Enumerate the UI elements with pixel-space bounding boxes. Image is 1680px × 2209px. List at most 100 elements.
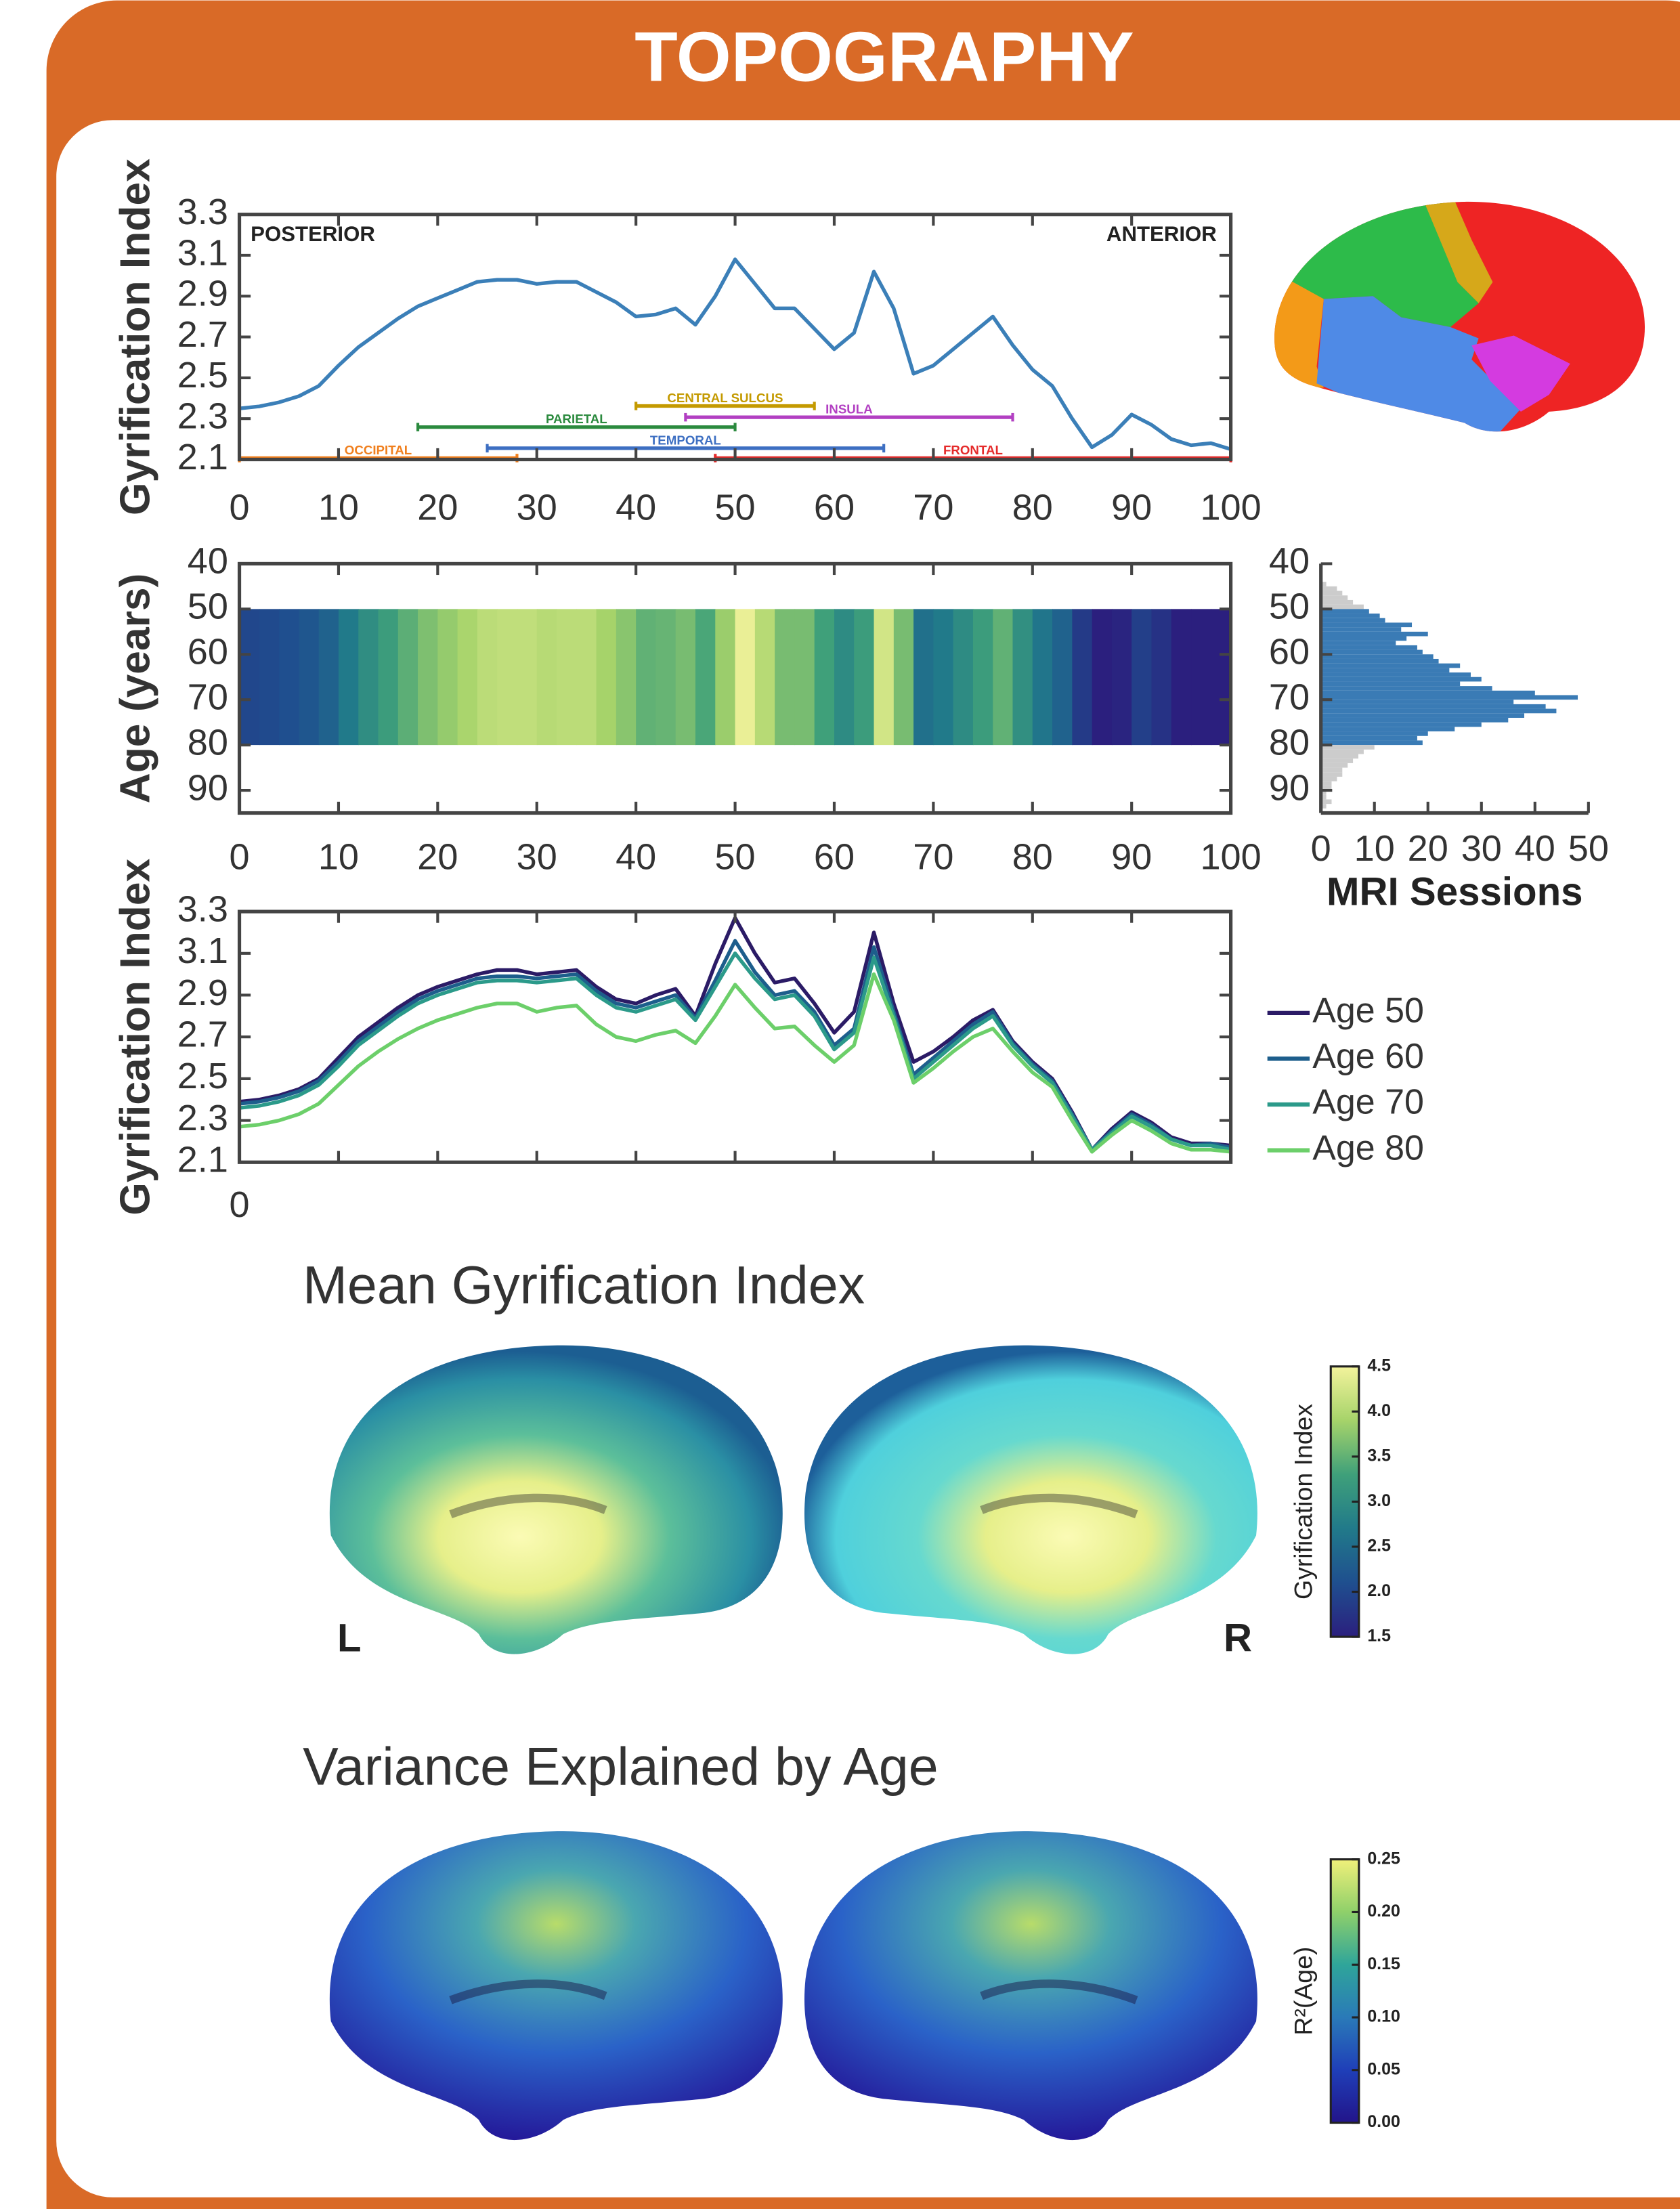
heatmap-cell [1111, 609, 1133, 746]
y-tick-label: 2.9 [177, 972, 228, 1013]
x-tick-label: 0 [1311, 828, 1331, 869]
heatmap-cell [497, 609, 518, 746]
heatmap-cell [636, 609, 657, 746]
y-tick-label: 3.1 [177, 232, 228, 273]
colorbar-tick-label: 1.5 [1367, 1627, 1391, 1646]
histogram-bar [1320, 649, 1423, 655]
histogram-bar [1320, 754, 1359, 759]
y-tick-label: 3.3 [177, 192, 228, 232]
histogram-bar [1320, 713, 1524, 718]
histogram-bar [1320, 708, 1557, 714]
colorbar-tick-label: 4.5 [1367, 1356, 1391, 1375]
histogram-bar [1320, 790, 1327, 795]
y-tick-label: 80 [188, 722, 228, 763]
heatmap-cell [715, 609, 736, 746]
histogram-bar [1320, 614, 1380, 618]
heatmap-cell [754, 609, 775, 746]
heatmap-cell [834, 609, 855, 746]
histogram-bar [1320, 663, 1461, 668]
x-tick-label: 80 [1012, 488, 1053, 528]
histogram-bar [1320, 700, 1514, 704]
heatmap-cell [477, 609, 498, 746]
colorbar-tick-label: 0.00 [1367, 2112, 1400, 2131]
heatmap-cell [854, 609, 875, 746]
heatmap-cell [695, 609, 716, 746]
legend-label: Age 80 [1312, 1128, 1424, 1167]
x-tick-label: 20 [1408, 828, 1448, 869]
x-tick-label: 60 [814, 488, 855, 528]
histogram-bar [1320, 695, 1578, 700]
section-title: Mean Gyrification Index [303, 1254, 865, 1314]
x-tick-label: 90 [1111, 836, 1152, 877]
histogram-bar [1320, 681, 1461, 687]
histogram-bar [1320, 609, 1369, 614]
histogram-bar [1320, 645, 1417, 650]
region-label: INSULA [825, 402, 873, 416]
histogram-bar [1320, 781, 1332, 786]
colorbar: 0.00 0.05 0.10 0.15 0.20 0.25 R²(Age) [1289, 1849, 1400, 2131]
y-tick-label: 60 [1269, 632, 1310, 672]
colorbar-tick-label: 2.5 [1367, 1537, 1391, 1556]
y-tick-label: 90 [188, 767, 228, 808]
histogram-bar [1320, 686, 1492, 691]
x-tick-label: 0 [229, 1184, 249, 1225]
y-axis-label: Gyrification Index [112, 158, 158, 515]
histogram-bar [1320, 627, 1402, 632]
heatmap-cell [576, 609, 597, 746]
heatmap-cell [953, 609, 974, 746]
histogram-bar [1320, 745, 1375, 750]
y-tick-label: 2.7 [177, 314, 228, 355]
x-tick-label: 30 [517, 836, 557, 877]
x-tick-label: 0 [229, 836, 249, 877]
colorbar-tick-label: 0.10 [1367, 2007, 1400, 2026]
histogram-bar [1320, 604, 1364, 609]
y-axis-label: Gyrification Index [112, 858, 158, 1215]
heatmap-cell [1032, 609, 1053, 746]
legend-label: Age 60 [1312, 1037, 1424, 1076]
y-tick-label: 2.3 [177, 1098, 228, 1138]
histogram-bar [1320, 776, 1337, 781]
x-tick-label: 10 [1354, 828, 1395, 869]
y-tick-label: 2.1 [177, 1140, 228, 1180]
y-tick-label: 2.9 [177, 274, 228, 314]
histogram-bar [1320, 658, 1439, 664]
x-tick-label: 100 [1200, 488, 1261, 528]
y-tick-label: 2.7 [177, 1014, 228, 1054]
histogram-bar [1320, 804, 1327, 809]
histogram-bar [1320, 586, 1337, 591]
heatmap-cell [437, 609, 458, 746]
y-tick-label: 80 [1269, 722, 1310, 763]
histogram-bar [1320, 740, 1423, 746]
heatmap-cell [1211, 609, 1232, 746]
heatmap-cell [358, 609, 379, 746]
histogram-bar [1320, 690, 1535, 695]
heatmap-cell [616, 609, 637, 746]
y-tick-label: 2.5 [177, 355, 228, 395]
x-tick-label: 80 [1012, 836, 1053, 877]
y-axis-label: Age (years) [112, 574, 158, 804]
hemisphere-label: L [337, 1616, 362, 1660]
region-label: TEMPORAL [650, 433, 721, 447]
x-axis-label: MRI Sessions [1327, 870, 1583, 914]
colorbar: 1.5 2.0 2.5 3.0 3.5 4.0 4.5 Gyrification Index [1289, 1356, 1391, 1645]
histogram-bar [1320, 763, 1348, 768]
heatmap-cell [338, 609, 360, 746]
histogram-bar [1320, 595, 1348, 600]
colorbar-tick-label: 0.15 [1367, 1954, 1400, 1973]
histogram-bar [1320, 731, 1428, 736]
heatmap-cell [1191, 609, 1212, 746]
heatmap-cell [775, 609, 796, 746]
histogram-bar [1320, 704, 1546, 709]
heatmap-cell [1171, 609, 1192, 746]
x-tick-label: 10 [318, 488, 359, 528]
x-tick-label: 40 [616, 836, 656, 877]
histogram-bar [1320, 622, 1413, 628]
brain-left-r2 [329, 1831, 783, 2141]
legend-label: Age 70 [1312, 1083, 1424, 1122]
legend-label: Age 50 [1312, 991, 1424, 1031]
y-tick-label: 60 [188, 632, 228, 672]
data-line [239, 972, 1231, 1154]
colorbar-tick-label: 0.05 [1367, 2059, 1400, 2078]
